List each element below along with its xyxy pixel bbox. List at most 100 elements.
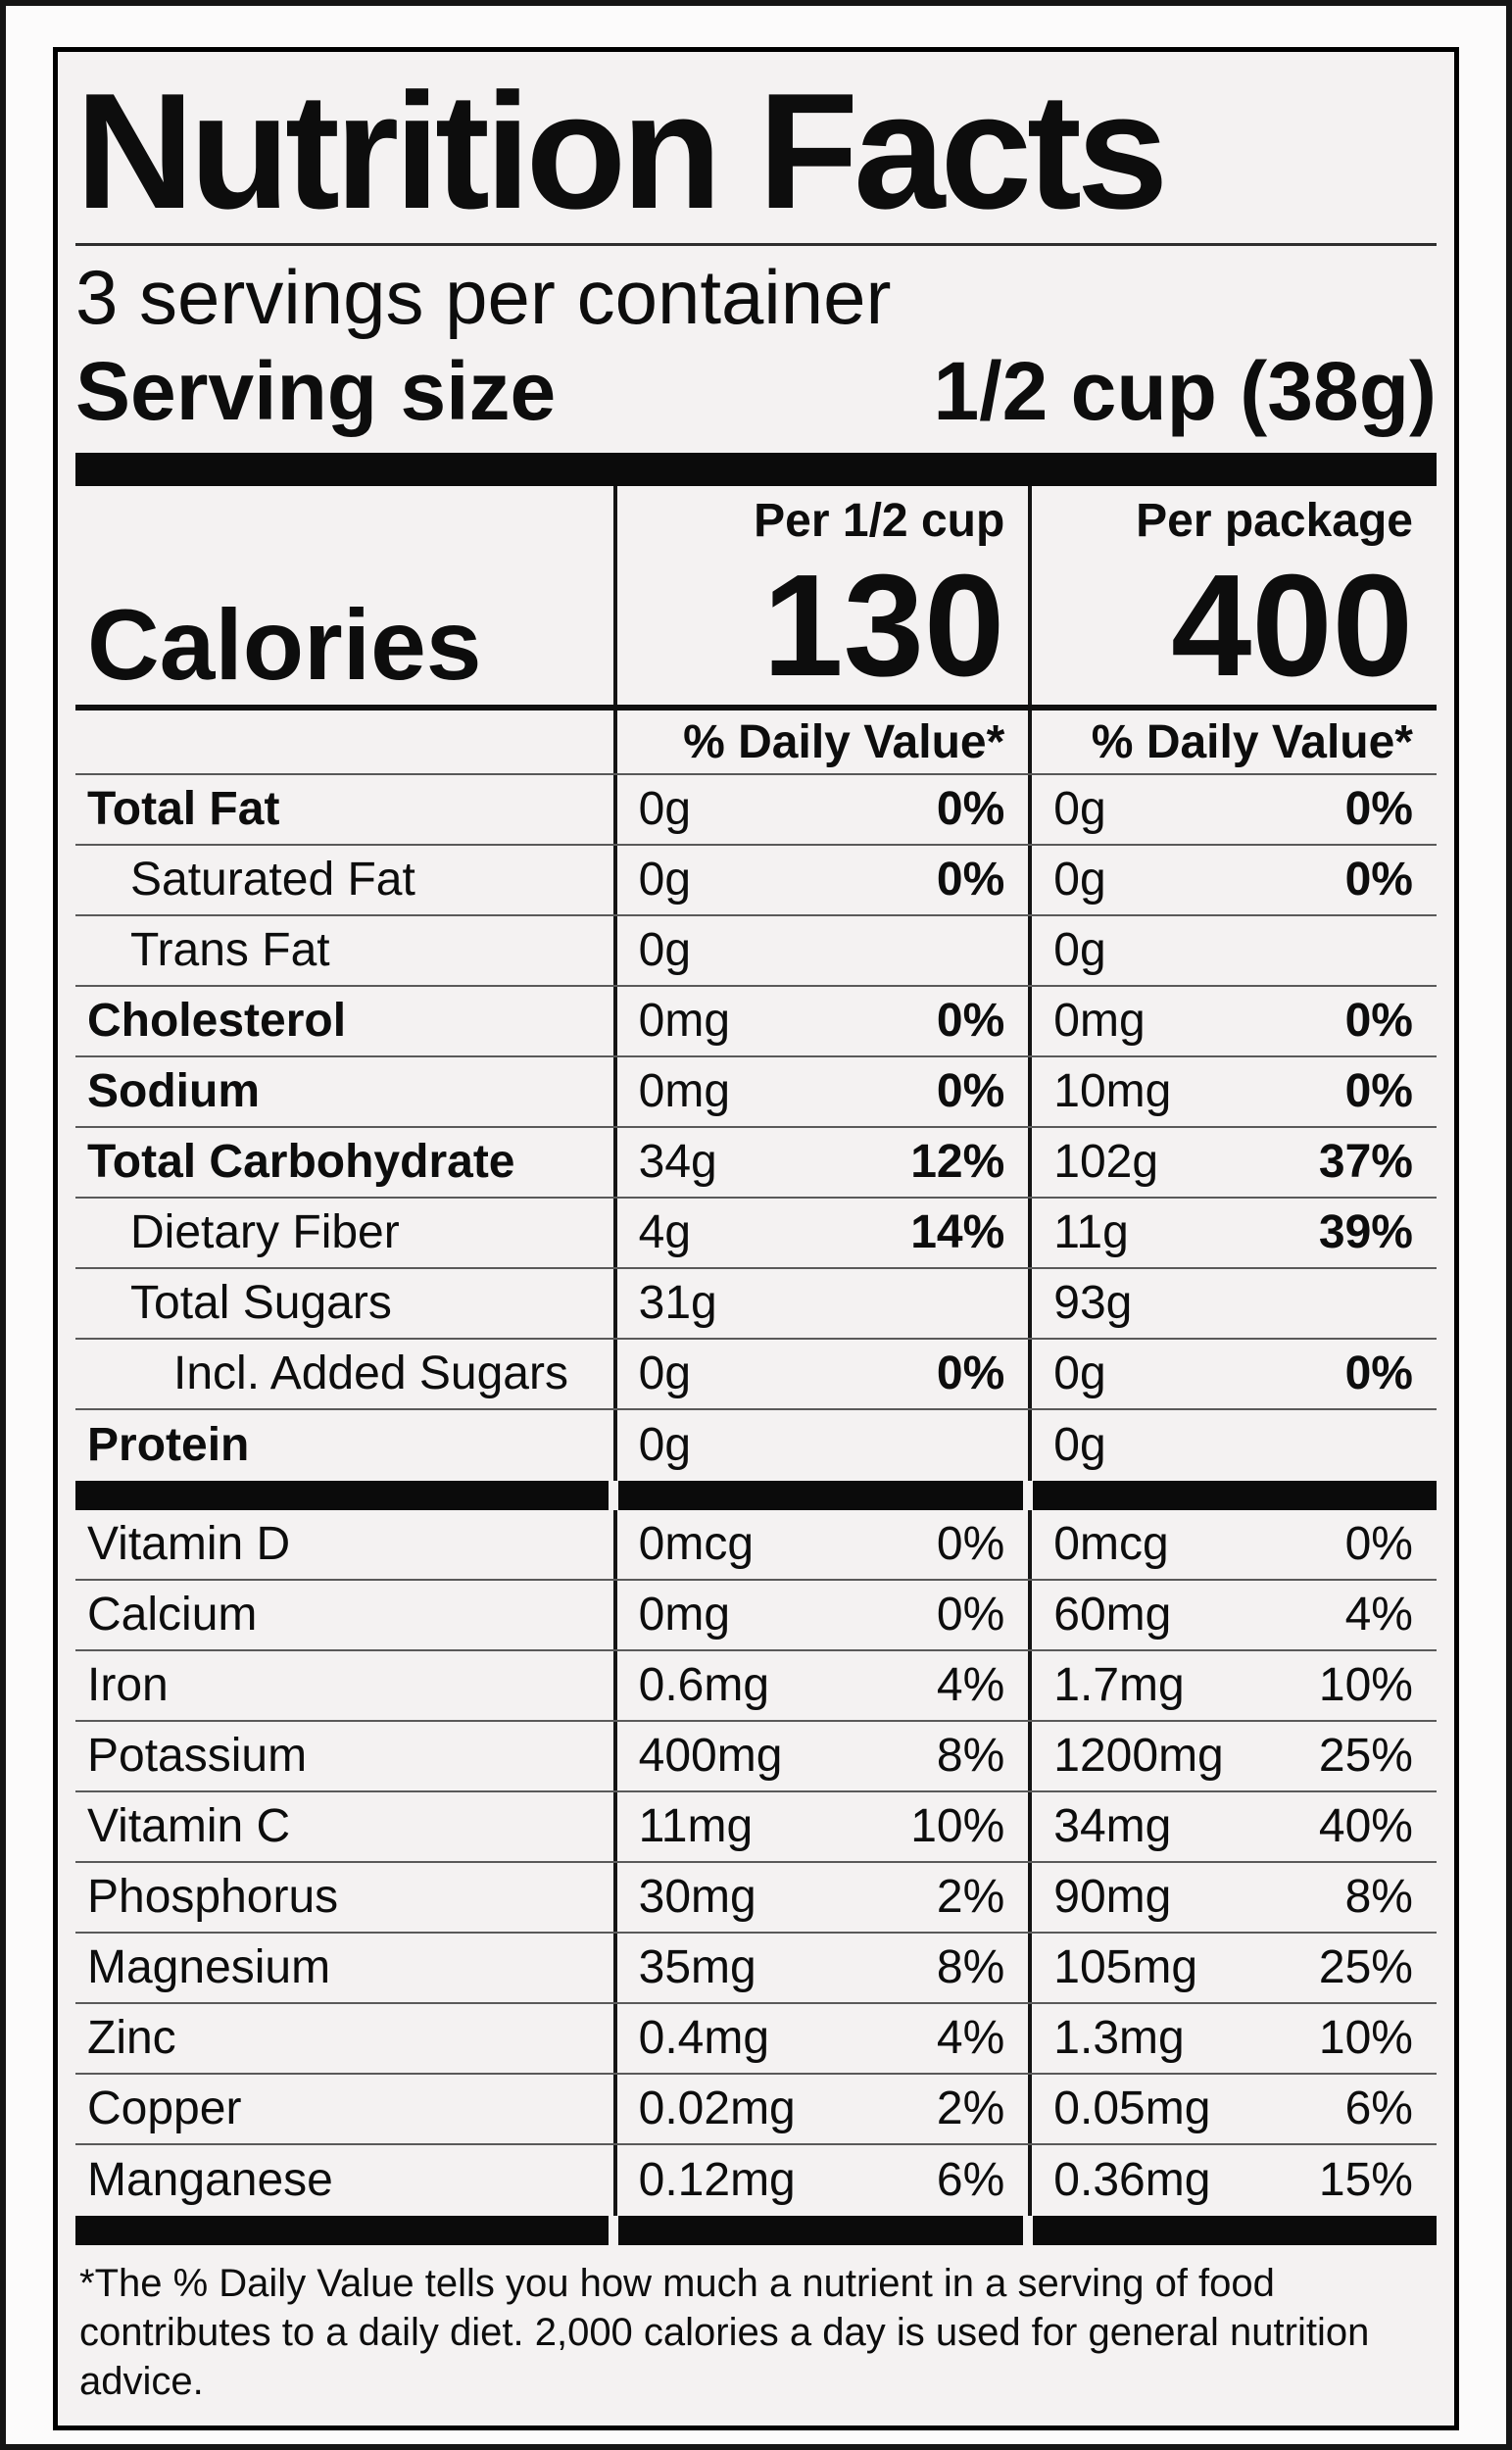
per-package-amount: 1.3mg [1053, 2012, 1185, 2065]
calories-label: Calories [87, 589, 482, 702]
calories-per-package-value: 400 [1171, 545, 1413, 708]
per-serving-amount: 0g [638, 1419, 692, 1472]
per-package-dv: 0% [1344, 1518, 1413, 1571]
per-package-amount: 0g [1053, 854, 1106, 906]
row-potassium: Potassium 400mg 8% 1200mg 25% [75, 1722, 1437, 1793]
serving-size-row: Serving size 1/2 cup (38g) [75, 344, 1437, 439]
per-serving-cell: 0g [612, 916, 1029, 986]
per-serving-amount: 31g [638, 1277, 717, 1330]
per-package-cell: 34mg 40% [1028, 1792, 1437, 1862]
per-serving-dv: 6% [936, 2154, 1005, 2207]
per-serving-amount: 0mg [638, 1065, 731, 1118]
per-package-dv: 4% [1344, 1589, 1413, 1642]
row-calcium: Calcium 0mg 0% 60mg 4% [75, 1581, 1437, 1652]
per-package-cell: 0g 0% [1028, 846, 1437, 915]
row-phosphorus: Phosphorus 30mg 2% 90mg 8% [75, 1863, 1437, 1935]
row-manganese: Manganese 0.12mg 6% 0.36mg 15% [75, 2145, 1437, 2217]
row-total-fat: Total Fat 0g 0% 0g 0% [75, 775, 1437, 847]
per-serving-amount: 0g [638, 924, 692, 977]
nutrition-facts-label: Nutrition Facts 3 servings per container… [53, 47, 1459, 2431]
row-sodium: Sodium 0mg 0% 10mg 0% [75, 1057, 1437, 1129]
separator-bar-segment [1033, 1481, 1437, 1511]
per-package-dv: 10% [1318, 1659, 1413, 1712]
per-serving-dv: 10% [910, 1800, 1005, 1853]
nutrient-name: Total Sugars [130, 1277, 392, 1330]
nutrient-name: Dietary Fiber [130, 1206, 400, 1259]
nutrient-name: Phosphorus [87, 1871, 339, 1924]
daily-value-header-row: % Daily Value* % Daily Value* [75, 710, 1437, 776]
nutrient-name: Vitamin D [87, 1518, 291, 1571]
nutrient-name: Total Carbohydrate [87, 1136, 515, 1189]
per-package-cell: 60mg 4% [1028, 1581, 1437, 1650]
nutrient-name: Cholesterol [87, 995, 347, 1048]
per-serving-dv: 0% [936, 1589, 1005, 1642]
separator-bar-segment [617, 1481, 1024, 1511]
separator-bar-bottom [75, 2216, 1437, 2246]
row-dietary-fiber: Dietary Fiber 4g 14% 11g 39% [75, 1199, 1437, 1270]
per-serving-dv: 8% [936, 1730, 1005, 1783]
separator-bar-top [75, 452, 1437, 486]
serving-size-label: Serving size [75, 344, 557, 437]
per-serving-amount: 0mg [638, 1589, 731, 1642]
per-serving-cell: 0mg 0% [612, 987, 1029, 1056]
per-serving-amount: 0.6mg [638, 1659, 770, 1712]
per-serving-cell: 0mcg 0% [612, 1510, 1029, 1580]
per-package-amount: 1.7mg [1053, 1659, 1185, 1712]
per-package-cell: 0.05mg 6% [1028, 2075, 1437, 2144]
per-serving-dv: 0% [936, 1348, 1005, 1400]
per-serving-amount: 34g [638, 1136, 717, 1189]
per-serving-cell: 34g 12% [612, 1128, 1029, 1198]
per-package-amount: 0mg [1053, 995, 1146, 1048]
per-serving-amount: 0g [638, 854, 692, 906]
separator-bar-segment [1033, 2216, 1437, 2246]
per-serving-dv: 2% [936, 1871, 1005, 1924]
nutrient-name: Incl. Added Sugars [173, 1348, 568, 1400]
per-package-amount: 10mg [1053, 1065, 1172, 1118]
per-package-cell: 1.3mg 10% [1028, 2004, 1437, 2074]
per-serving-cell: 0.4mg 4% [612, 2004, 1029, 2074]
per-serving-cell: 0g 0% [612, 775, 1029, 845]
per-serving-dv: 0% [936, 854, 1005, 906]
per-package-amount: 102g [1053, 1136, 1159, 1189]
per-serving-cell: 0mg 0% [612, 1581, 1029, 1650]
calories-section: Calories Per 1/2 cup 130 Per package 400 [75, 485, 1437, 711]
per-package-cell: 93g [1028, 1269, 1437, 1339]
title-rule [75, 242, 1437, 246]
per-package-amount: 0g [1053, 1419, 1106, 1472]
per-package-amount: 60mg [1053, 1589, 1172, 1642]
per-package-dv: 40% [1318, 1800, 1413, 1853]
nutrient-name: Calcium [87, 1589, 258, 1642]
nutrient-name: Total Fat [87, 783, 280, 836]
per-serving-cell: 0g [612, 1410, 1029, 1482]
per-serving-cell: 31g [612, 1269, 1029, 1339]
per-package-cell: 102g 37% [1028, 1128, 1437, 1198]
per-serving-cell: 0mg 0% [612, 1057, 1029, 1127]
per-serving-cell: 0g 0% [612, 846, 1029, 915]
nutrient-name: Protein [87, 1419, 250, 1472]
per-serving-cell: 30mg 2% [612, 1863, 1029, 1933]
row-vitamin-d: Vitamin D 0mcg 0% 0mcg 0% [75, 1510, 1437, 1582]
per-serving-cell: 0g 0% [612, 1340, 1029, 1409]
row-vitamin-c: Vitamin C 11mg 10% 34mg 40% [75, 1792, 1437, 1864]
per-serving-amount: 0mg [638, 995, 731, 1048]
per-serving-amount: 0.12mg [638, 2154, 796, 2207]
per-package-cell: 0g [1028, 1410, 1437, 1482]
nutrient-name: Potassium [87, 1730, 308, 1783]
per-package-dv: 0% [1344, 1065, 1413, 1118]
per-package-cell: 10mg 0% [1028, 1057, 1437, 1127]
per-package-dv: 25% [1318, 1730, 1413, 1783]
per-package-cell: 11g 39% [1028, 1199, 1437, 1268]
per-package-cell: 0mg 0% [1028, 987, 1437, 1056]
per-package-cell: 105mg 25% [1028, 1934, 1437, 2003]
per-package-amount: 0g [1053, 783, 1106, 836]
nutrient-name: Saturated Fat [130, 854, 415, 906]
daily-value-header-spacer [75, 710, 613, 773]
per-serving-dv: 0% [936, 995, 1005, 1048]
daily-value-footnote: *The % Daily Value tells you how much a … [79, 2262, 1370, 2404]
per-serving-dv: 4% [936, 1659, 1005, 1712]
per-package-column-header: Per package [1136, 494, 1413, 547]
per-serving-amount: 4g [638, 1206, 692, 1259]
per-package-amount: 34mg [1053, 1800, 1172, 1853]
per-package-dv: 6% [1344, 2082, 1413, 2135]
row-protein: Protein 0g 0g [75, 1410, 1437, 1482]
